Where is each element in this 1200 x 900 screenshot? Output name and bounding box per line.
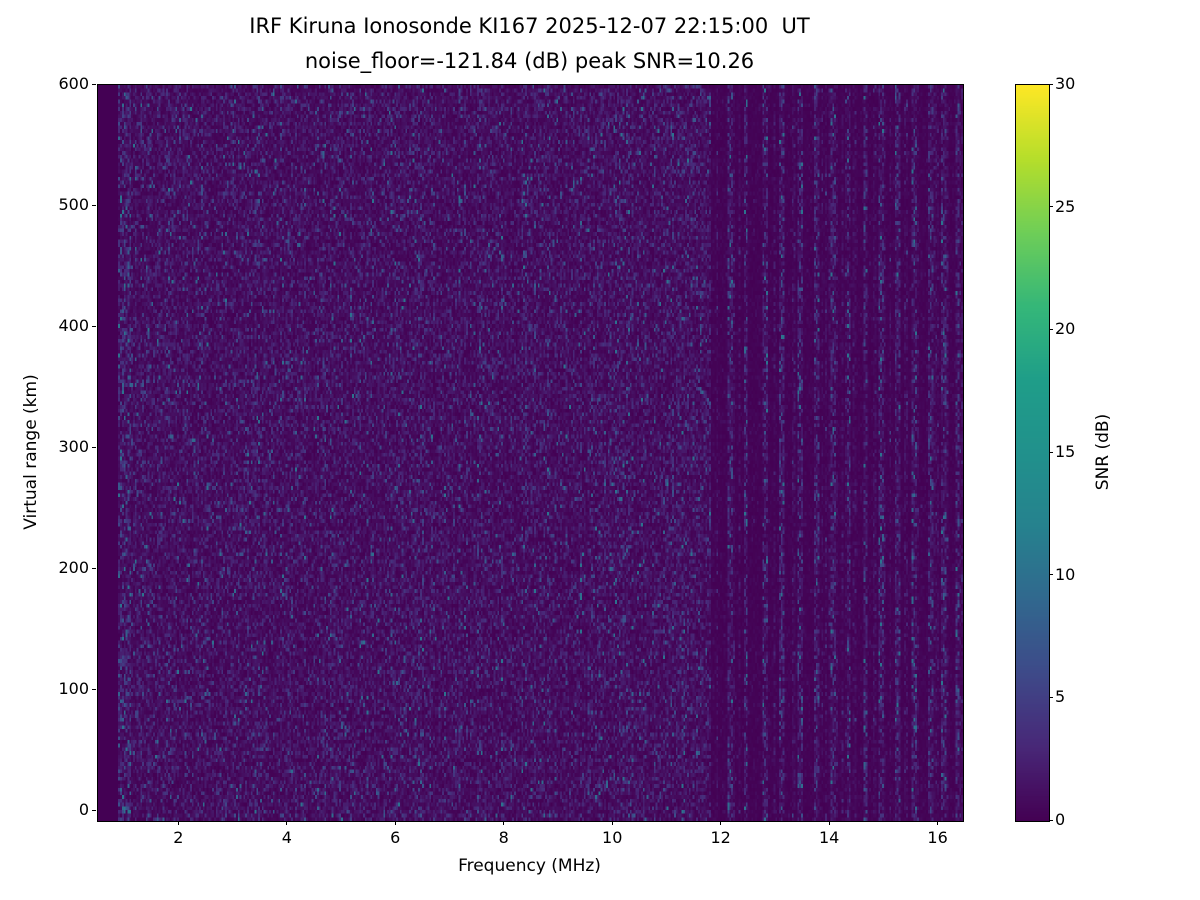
colorbar-tick-label: 5: [1055, 687, 1066, 707]
y-tick-label: 100: [58, 679, 89, 699]
colorbar-tick-label: 25: [1055, 196, 1076, 216]
colorbar-tick-mark: [1049, 328, 1053, 330]
x-tick-mark: [828, 821, 830, 825]
colorbar-tick-mark: [1049, 574, 1053, 576]
x-tick-label: 4: [281, 828, 292, 847]
y-tick-mark: [92, 325, 96, 327]
y-tick-label: 200: [58, 558, 89, 578]
plot-area: [97, 84, 964, 822]
colorbar-tick-mark: [1049, 451, 1053, 453]
colorbar-tick-label: 0: [1055, 810, 1066, 829]
x-tick-mark: [611, 821, 613, 825]
x-tick-mark: [286, 821, 288, 825]
y-tick-label: 500: [58, 195, 89, 215]
y-tick-label: 400: [58, 316, 89, 336]
x-tick-label: 14: [818, 828, 840, 847]
x-tick-label: 2: [173, 828, 184, 847]
x-tick-label: 6: [390, 828, 401, 847]
colorbar-tick-mark: [1049, 819, 1053, 821]
x-tick-label: 16: [927, 828, 948, 847]
y-tick-mark: [92, 83, 96, 85]
y-tick-mark: [92, 446, 96, 448]
colorbar-gradient: [1016, 85, 1049, 821]
colorbar-tick-mark: [1049, 83, 1053, 85]
colorbar-tick-label: 10: [1055, 564, 1076, 584]
colorbar-tick-mark: [1049, 206, 1053, 208]
y-tick-mark: [92, 567, 96, 569]
x-tick-mark: [394, 821, 396, 825]
colorbar: [1015, 84, 1050, 822]
y-tick-label: 600: [58, 74, 89, 93]
y-tick-label: 300: [58, 437, 89, 457]
y-tick-label: 0: [78, 800, 89, 820]
x-tick-mark: [177, 821, 179, 825]
colorbar-tick-mark: [1049, 696, 1053, 698]
heatmap-canvas: [98, 85, 963, 821]
x-tick-label: 8: [498, 828, 509, 847]
colorbar-tick-label: 20: [1055, 319, 1076, 339]
x-tick-mark: [503, 821, 505, 825]
y-tick-mark: [92, 204, 96, 206]
y-tick-mark: [92, 688, 96, 690]
chart-title: IRF Kiruna Ionosonde KI167 2025-12-07 22…: [249, 14, 810, 38]
x-tick-mark: [720, 821, 722, 825]
x-tick-mark: [937, 821, 939, 825]
colorbar-tick-label: 30: [1055, 74, 1076, 93]
x-axis-label: Frequency (MHz): [458, 856, 601, 876]
chart-subtitle: noise_floor=-121.84 (dB) peak SNR=10.26: [304, 49, 755, 73]
y-tick-mark: [92, 809, 96, 811]
x-tick-label: 12: [710, 828, 731, 847]
x-tick-label: 10: [602, 828, 623, 847]
colorbar-tick-label: 15: [1055, 442, 1076, 461]
